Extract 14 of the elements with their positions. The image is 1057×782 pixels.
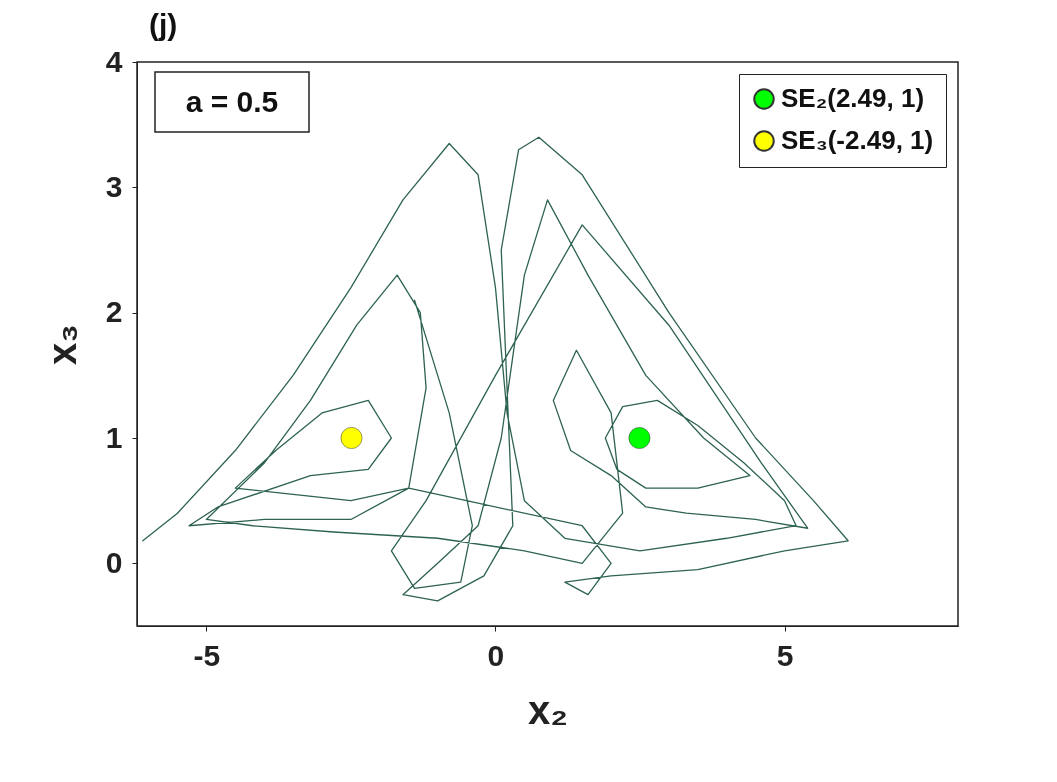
x-axis-title: x₂ (527, 687, 569, 732)
y-tick-label: 1 (105, 420, 123, 454)
x-tick-label: -5 (193, 638, 221, 672)
text: (j) (149, 8, 178, 41)
legend-label: SE₃(-2.49, 1) (781, 125, 934, 155)
y-tick-label: 3 (105, 169, 123, 203)
legend-label: SE₂(2.49, 1) (781, 83, 925, 113)
y-tick-label: 2 (105, 295, 123, 329)
annotation: a = 0.5 (185, 85, 279, 118)
x-tick-label: 5 (776, 638, 794, 672)
y-axis-title: x₃ (39, 324, 84, 365)
y-tick-label: 4 (105, 44, 123, 78)
y-tick-label: 0 (105, 545, 123, 579)
x-tick-label: 0 (487, 638, 505, 672)
